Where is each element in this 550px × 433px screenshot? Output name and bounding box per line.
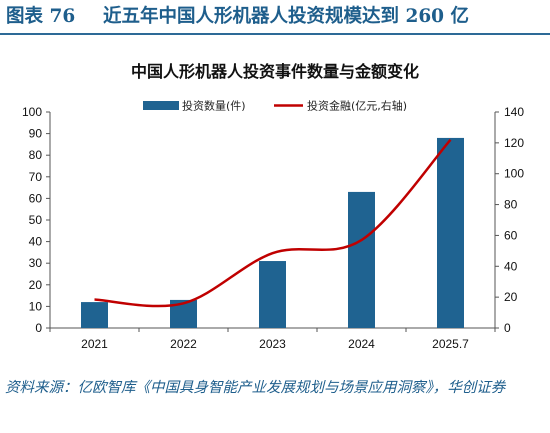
combo-chart: 投资数量(件) 投资金融(亿元,右轴) 0 10 20 30 40 50 60 70 80 90 1… bbox=[22, 99, 524, 352]
x-tick-label: 2024 bbox=[348, 337, 375, 351]
right-tick-label: 60 bbox=[504, 228, 518, 242]
figure-header: 图表 76 近五年中国人形机器人投资规模达到 260 亿 bbox=[0, 0, 550, 33]
right-tick-label: 80 bbox=[504, 198, 518, 212]
left-tick-label: 10 bbox=[29, 299, 43, 313]
source-note: 资料来源：亿欧智库《中国具身智能产业发展规划与场景应用洞察》，华创证券 bbox=[5, 380, 506, 396]
line-path bbox=[94, 138, 452, 308]
bar-series bbox=[81, 137, 464, 328]
legend-line-label: 投资金融(亿元,右轴) bbox=[307, 99, 407, 113]
legend-bar-label: 投资数量(件) bbox=[182, 99, 246, 113]
bar bbox=[81, 302, 108, 328]
left-tick-label: 60 bbox=[29, 191, 43, 205]
bar bbox=[437, 137, 464, 328]
bar bbox=[348, 191, 375, 328]
left-tick-label: 30 bbox=[29, 256, 43, 270]
right-tick-label: 140 bbox=[504, 105, 524, 119]
left-tick-label: 80 bbox=[29, 148, 43, 162]
legend-bar-swatch bbox=[143, 101, 179, 110]
chart-title: 中国人形机器人投资事件数量与金额变化 bbox=[130, 62, 419, 81]
axes: 0 10 20 30 40 50 60 70 80 90 100 0 20 40 60 80 100 120 140… bbox=[22, 105, 524, 351]
line-series bbox=[94, 138, 452, 308]
figure-label: 图表 76 bbox=[6, 6, 76, 27]
left-tick-label: 50 bbox=[29, 213, 43, 227]
header-rule bbox=[0, 33, 550, 35]
left-tick-label: 90 bbox=[29, 127, 43, 141]
left-tick-label: 20 bbox=[29, 278, 43, 292]
left-tick-label: 0 bbox=[35, 321, 42, 335]
left-tick-label: 100 bbox=[22, 105, 42, 119]
x-tick-label: 2025.7 bbox=[432, 337, 469, 351]
right-tick-label: 20 bbox=[504, 290, 518, 304]
right-tick-label: 100 bbox=[504, 167, 524, 181]
bar bbox=[259, 261, 286, 328]
left-tick-label: 40 bbox=[29, 235, 43, 249]
right-tick-label: 40 bbox=[504, 259, 518, 273]
right-tick-label: 120 bbox=[504, 136, 524, 150]
left-tick-label: 70 bbox=[29, 170, 43, 184]
figure-title: 近五年中国人形机器人投资规模达到 260 亿 bbox=[103, 6, 469, 27]
x-tick-label: 2021 bbox=[81, 337, 108, 351]
right-tick-label: 0 bbox=[504, 321, 511, 335]
x-tick-label: 2023 bbox=[259, 337, 286, 351]
x-tick-label: 2022 bbox=[170, 337, 197, 351]
legend: 投资数量(件) 投资金融(亿元,右轴) bbox=[143, 99, 407, 113]
